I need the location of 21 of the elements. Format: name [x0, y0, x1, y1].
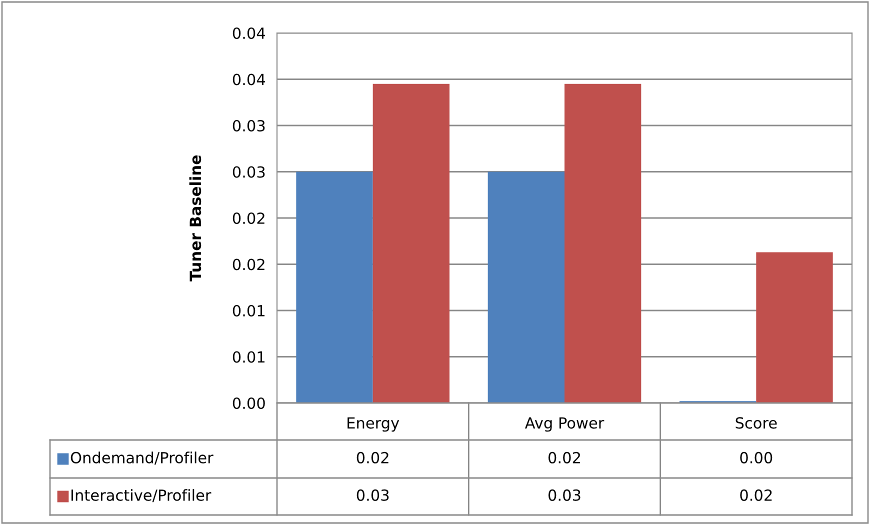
data-label: 0.02 — [356, 452, 388, 464]
legend-label: Interactive/Profiler — [72, 489, 212, 502]
y-tick-label: 0.01 — [232, 351, 264, 363]
y-tick-label: 0.00 — [232, 397, 265, 410]
y-tick-label: 0.03 — [232, 120, 265, 132]
data-label: 0.03 — [548, 489, 580, 501]
data-label: 0.03 — [356, 489, 389, 501]
y-tick-label: 0.02 — [232, 258, 264, 270]
y-axis-title: Tuner Baseline — [189, 155, 202, 282]
y-tick-label: 0.04 — [232, 27, 266, 40]
x-tick-label: Avg Power — [524, 417, 604, 432]
y-tick-label: 0.03 — [232, 166, 265, 178]
y-tick-label: 0.01 — [232, 304, 264, 317]
x-tick-label: Score — [736, 417, 777, 429]
legend-label: Ondemand/Profiler — [70, 452, 214, 465]
data-label: 0.02 — [740, 489, 772, 501]
y-tick-label: 0.04 — [232, 74, 266, 86]
y-tick-label: 0.02 — [232, 212, 264, 224]
x-tick-label: Energy — [348, 417, 400, 432]
data-label: 0.02 — [548, 452, 580, 464]
data-label: 0.00 — [740, 452, 772, 464]
